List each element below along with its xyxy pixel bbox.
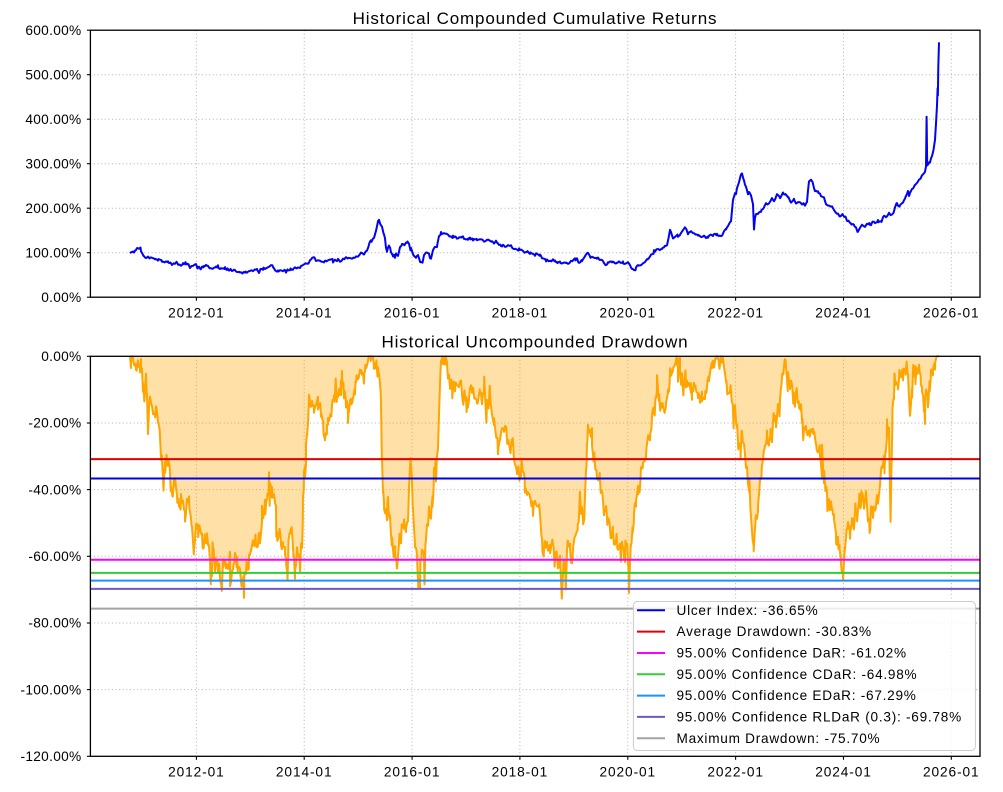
svg-text:2020-01: 2020-01 (600, 765, 657, 780)
svg-text:Average Drawdown: -30.83%: Average Drawdown: -30.83% (677, 624, 872, 639)
svg-text:2022-01: 2022-01 (707, 765, 764, 780)
svg-text:Historical Compounded Cumulati: Historical Compounded Cumulative Returns (353, 9, 718, 28)
svg-text:200.00%: 200.00% (25, 201, 81, 216)
svg-text:-20.00%: -20.00% (28, 416, 81, 431)
svg-text:2012-01: 2012-01 (168, 765, 225, 780)
svg-text:2018-01: 2018-01 (492, 765, 549, 780)
svg-text:95.00% Confidence CDaR: -64.98: 95.00% Confidence CDaR: -64.98% (677, 667, 918, 682)
svg-text:Historical Uncompounded Drawdo: Historical Uncompounded Drawdown (382, 333, 689, 352)
svg-text:2016-01: 2016-01 (384, 765, 441, 780)
svg-text:2022-01: 2022-01 (707, 306, 764, 321)
svg-text:500.00%: 500.00% (25, 67, 81, 82)
svg-text:2014-01: 2014-01 (276, 765, 333, 780)
svg-text:-80.00%: -80.00% (28, 616, 81, 631)
svg-text:95.00% Confidence RLDaR (0.3):: 95.00% Confidence RLDaR (0.3): -69.78% (677, 710, 962, 725)
svg-text:Maximum Drawdown: -75.70%: Maximum Drawdown: -75.70% (677, 731, 881, 746)
svg-text:600.00%: 600.00% (25, 23, 81, 38)
svg-text:2024-01: 2024-01 (815, 306, 872, 321)
svg-text:2020-01: 2020-01 (600, 306, 657, 321)
svg-text:0.00%: 0.00% (41, 349, 81, 364)
svg-text:-40.00%: -40.00% (28, 482, 81, 497)
svg-text:95.00% Confidence DaR: -61.02%: 95.00% Confidence DaR: -61.02% (677, 646, 907, 661)
svg-text:400.00%: 400.00% (25, 112, 81, 127)
svg-text:2012-01: 2012-01 (168, 306, 225, 321)
svg-text:-60.00%: -60.00% (28, 549, 81, 564)
svg-text:-100.00%: -100.00% (21, 682, 82, 697)
svg-text:2018-01: 2018-01 (492, 306, 549, 321)
svg-text:-120.00%: -120.00% (21, 749, 82, 764)
svg-text:95.00% Confidence EDaR: -67.29: 95.00% Confidence EDaR: -67.29% (677, 688, 917, 703)
svg-text:2026-01: 2026-01 (923, 765, 980, 780)
svg-text:0.00%: 0.00% (41, 290, 81, 305)
svg-text:2024-01: 2024-01 (815, 765, 872, 780)
svg-text:2026-01: 2026-01 (923, 306, 980, 321)
svg-text:300.00%: 300.00% (25, 156, 81, 171)
svg-text:Ulcer Index: -36.65%: Ulcer Index: -36.65% (677, 603, 819, 618)
svg-text:2016-01: 2016-01 (384, 306, 441, 321)
svg-text:100.00%: 100.00% (25, 245, 81, 260)
svg-text:2014-01: 2014-01 (276, 306, 333, 321)
